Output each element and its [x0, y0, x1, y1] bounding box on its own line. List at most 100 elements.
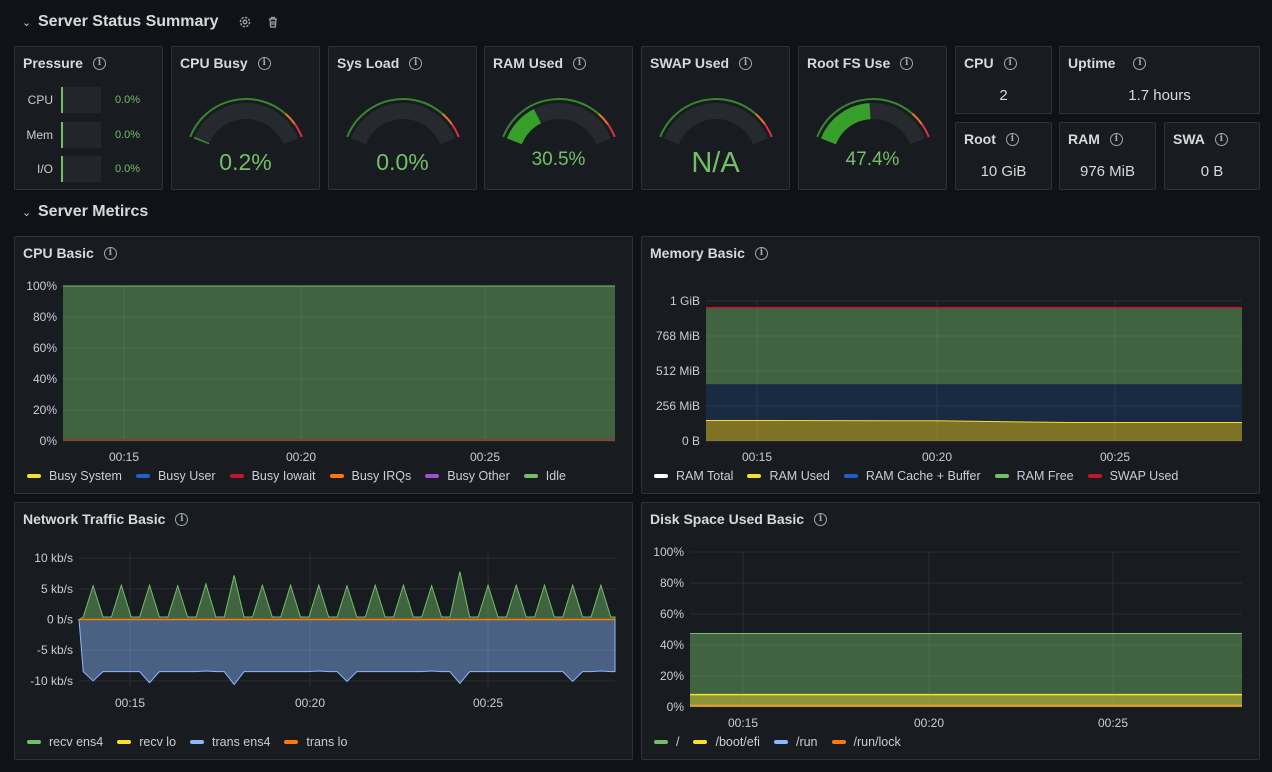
info-icon[interactable]: i — [754, 246, 768, 260]
network-chart: 10 kb/s 5 kb/s 0 b/s -5 kb/s -10 kb/s 00:15 00… — [30, 551, 616, 710]
threshold-arc-red — [607, 123, 616, 138]
threshold-arc-red — [764, 123, 773, 138]
gauge-fill — [193, 136, 210, 145]
legend-label: /run — [795, 735, 818, 749]
gear-icon[interactable] — [237, 14, 253, 30]
legend-label: / — [676, 735, 680, 749]
y-tick-label: -5 kb/s — [37, 643, 73, 657]
stat-value: 976 MiB — [1079, 163, 1136, 180]
disk-chart: 100% 80% 60% 40% 20% 0% 00:15 00:20 00:25 — [653, 545, 1242, 730]
x-tick-label: 00:20 — [914, 716, 944, 730]
legend-item[interactable]: Busy Iowait — [229, 469, 316, 483]
legend-label: recv ens4 — [49, 735, 104, 749]
threshold-arc-green — [659, 98, 757, 138]
legend-label: Busy Iowait — [251, 469, 316, 483]
info-icon[interactable]: i — [92, 56, 106, 70]
legend-swatch — [654, 740, 668, 744]
legend-item[interactable]: /boot/efi — [693, 735, 760, 749]
info-icon[interactable]: i — [1133, 56, 1147, 70]
legend-item[interactable]: recv ens4 — [27, 735, 103, 749]
panel-title: CPU Basic — [23, 245, 94, 261]
y-tick-label: 60% — [33, 341, 57, 355]
info-icon[interactable]: i — [1003, 56, 1017, 70]
legend-item[interactable]: Busy Other — [425, 469, 510, 483]
row-header-metrics[interactable]: ⌄ Server Metircs — [22, 200, 148, 224]
panel-title: Root FS Use — [807, 55, 891, 71]
chart-panel-memory-basic: Memory Basic i 1 GiB 768 MiB 512 MiB 256 MiB… — [641, 236, 1260, 494]
chart-panel-cpu-basic: CPU Basic i 100% 80% 60% 40% 20% 0% 00:15 00:20 0… — [14, 236, 633, 494]
info-icon[interactable]: i — [573, 56, 587, 70]
legend-item[interactable]: / — [654, 735, 679, 749]
threshold-arc-red — [294, 123, 303, 138]
info-icon[interactable]: i — [103, 246, 117, 260]
legend-item[interactable]: recv lo — [117, 735, 176, 749]
legend-item[interactable]: RAM Cache + Buffer — [843, 469, 981, 483]
pressure-bar — [61, 156, 101, 182]
row-header-status[interactable]: ⌄ Server Status Summary — [22, 10, 281, 34]
ram-used-line — [706, 419, 1242, 424]
info-icon[interactable]: i — [814, 512, 828, 526]
legend-item[interactable]: Busy User — [135, 469, 216, 483]
recv-ens4-area — [77, 571, 616, 620]
legend-swatch — [1087, 474, 1102, 478]
legend-item[interactable]: Idle — [523, 469, 566, 483]
x-tick-label: 00:15 — [115, 696, 145, 710]
gauge-dial — [502, 98, 616, 145]
legend-swatch — [117, 740, 132, 744]
legend-item[interactable]: Busy IRQs — [329, 469, 412, 483]
legend-item[interactable]: RAM Free — [994, 469, 1074, 483]
row-title: Server Status Summary — [38, 13, 219, 30]
legend-swatch — [994, 474, 1009, 478]
legend-item[interactable]: trans lo — [284, 735, 347, 749]
panel-title: CPU Busy — [180, 55, 248, 71]
info-icon[interactable]: i — [1109, 132, 1123, 146]
legend-item[interactable]: SWAP Used — [1087, 469, 1179, 483]
threshold-arc-green — [816, 98, 914, 138]
legend-label: RAM Cache + Buffer — [865, 469, 981, 483]
x-tick-label: 00:20 — [286, 450, 316, 464]
panel-title: Root — [964, 131, 996, 147]
legend-item[interactable]: Busy System — [27, 469, 122, 483]
panel-title: CPU — [964, 55, 994, 71]
legend-item[interactable]: RAM Total — [654, 469, 733, 483]
chart-legend: RAM Total RAM Used RAM Cache + Buffer RAM F… — [654, 469, 1178, 483]
gauge-fill — [506, 108, 542, 145]
info-icon[interactable]: i — [1005, 132, 1019, 146]
info-icon[interactable]: i — [739, 56, 753, 70]
trans-ens4-area — [78, 619, 616, 686]
pressure-value: 0.0% — [115, 129, 141, 141]
y-tick-label: 60% — [660, 607, 684, 621]
info-icon[interactable]: i — [409, 56, 423, 70]
x-tick-label: 00:25 — [1098, 716, 1128, 730]
y-tick-label: 1 GiB — [670, 294, 700, 308]
gauge-dial — [346, 98, 460, 145]
legend-label: Idle — [545, 469, 566, 483]
threshold-arc-red — [921, 123, 930, 138]
legend-swatch — [654, 474, 668, 478]
legend-swatch — [693, 740, 708, 744]
stat-panel-swap: SWA i 0 B — [1164, 122, 1260, 190]
chevron-down-icon[interactable]: ⌄ — [22, 16, 32, 29]
threshold-arc-orange — [754, 112, 766, 125]
gauge-value: 30.5% — [531, 149, 586, 170]
chevron-down-icon[interactable]: ⌄ — [22, 206, 32, 219]
legend-label: SWAP Used — [1109, 469, 1179, 483]
legend-label: Busy IRQs — [351, 469, 412, 483]
trash-icon[interactable] — [265, 14, 281, 30]
legend-item[interactable]: /run — [773, 735, 818, 749]
info-icon[interactable]: i — [175, 512, 189, 526]
legend-item[interactable]: RAM Used — [747, 469, 830, 483]
legend-item[interactable]: trans ens4 — [190, 735, 270, 749]
info-icon[interactable]: i — [257, 56, 271, 70]
pressure-row-io: I/O 0.0% — [23, 156, 140, 182]
info-icon[interactable]: i — [1214, 132, 1228, 146]
legend-swatch — [27, 474, 41, 478]
legend-item[interactable]: /run/lock — [831, 735, 901, 749]
chart-legend: / /boot/efi/run/run/lock — [654, 735, 901, 749]
gauge-panel-cpu-busy: CPU Busy i 0.2% — [171, 46, 320, 190]
info-icon[interactable]: i — [900, 56, 914, 70]
gauge-value: N/A — [691, 147, 740, 179]
ram-used-area — [706, 420, 1242, 441]
y-tick-label: 100% — [26, 279, 57, 293]
threshold-arc-orange — [911, 112, 923, 125]
